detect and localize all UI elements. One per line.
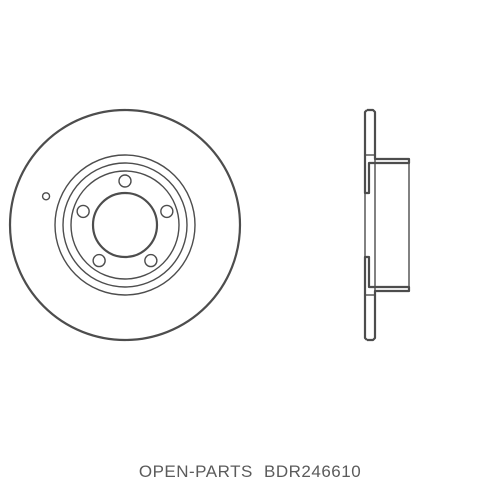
part-code: BDR246610 [264, 462, 361, 481]
brand-label: OPEN-PARTS [139, 462, 253, 481]
product-caption: OPEN-PARTS BDR246610 [0, 462, 500, 482]
brake-disc-side-view [255, 105, 495, 345]
diagram-area [0, 0, 500, 450]
brake-disc-front-view [5, 105, 245, 345]
